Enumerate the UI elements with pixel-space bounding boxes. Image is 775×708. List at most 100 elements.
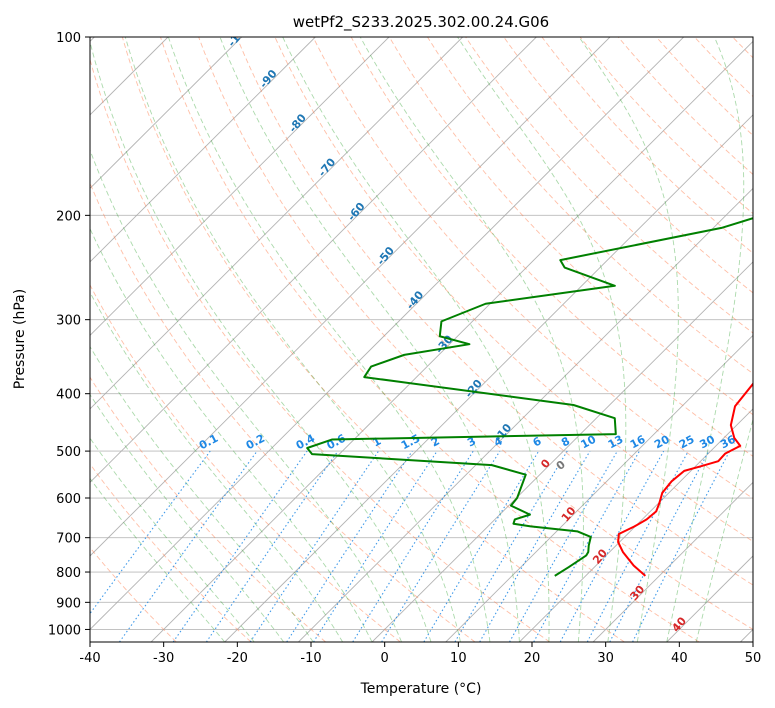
dry-adiabat-line [90,57,551,642]
dry-adiabat-line [90,284,401,642]
moist-adiabat-line [167,37,491,642]
moist-adiabat-line [90,437,255,642]
dry-adiabat-line [312,37,753,500]
x-tick-label: 30 [597,651,614,666]
y-tick-label: 600 [56,492,81,507]
dewpoint-profile-line [306,217,753,577]
mixing-ratio-line [559,450,665,642]
temperature-profile-line [617,382,753,577]
moist-adiabat-line [282,37,550,642]
isotherm-line [90,37,316,263]
isotherm-line [592,481,753,642]
moist-adiabat-line [90,477,226,642]
moist-adiabat-line [695,417,753,642]
y-tick-label: 900 [56,596,81,611]
y-axis-label: Pressure (hPa) [12,289,28,389]
x-tick-label: 40 [671,651,688,666]
moist-adiabat-line [90,345,314,642]
isotherm-line [90,37,243,190]
plot-frame [89,36,754,643]
dry-adiabat-line [655,37,753,136]
x-tick-label: 20 [524,651,541,666]
mixing-ratio-label: 0.4 [294,432,318,453]
mixing-ratio-line [381,450,501,642]
mixing-ratio-lines [90,450,731,642]
x-tick-label: 0 [381,651,389,666]
mixing-ratio-label: 30 [697,433,717,452]
dry-adiabat-line [427,37,753,375]
mixing-ratio-line [90,450,211,615]
moist-adiabat-line [90,148,402,642]
dry-adiabat-label: -90 [257,67,280,91]
isotherm-line [90,37,390,337]
isotherm-line [371,261,753,642]
mixing-ratio-line [205,450,339,642]
x-tick-label: 50 [745,651,762,666]
moist-adiabat-label: 0 [554,458,568,473]
dry-adiabat-label: -50 [374,244,397,268]
dry-adiabat-line [198,37,753,630]
dry-adiabat-label: -80 [286,111,309,135]
y-tick-label: 500 [56,445,81,460]
isotherm-line [224,114,753,642]
mixing-ratio-label: 20 [652,433,672,452]
mixing-ratio-label: 16 [628,433,648,452]
moist-adiabat-line [90,227,373,642]
moist-adiabat-line [90,393,285,642]
dry-adiabat-line [732,37,753,59]
moist-adiabat-line [219,37,520,642]
x-tick-label: -20 [227,651,248,666]
dry-adiabat-label: 10 [559,504,579,524]
isotherm-line [90,37,464,410]
dry-adiabat-line [236,37,753,586]
dry-adiabat-line [350,37,753,457]
x-axis-label: Temperature (°C) [360,681,482,697]
plot-area: 0.1 0.2 0.4 0.6 1 1.5 2 3 4 6 8 10 13 16 20 25 30 36-100-… [90,20,753,642]
mixing-ratio-line [172,450,308,642]
y-tick-label: 200 [56,209,81,224]
dry-adiabat-line [90,181,476,642]
moist-adiabat-line [359,37,584,642]
moist-adiabat-line [578,37,679,642]
isotherms [90,37,753,642]
dry-adiabat-line [694,37,753,98]
isotherm-line [445,334,753,642]
mixing-ratio-line [119,450,258,642]
dry-adiabat-label: -100 [225,20,253,50]
dry-adiabats [90,37,753,642]
moist-adiabat-line [457,37,627,642]
mixing-ratio-line [509,450,618,642]
dry-adiabat-label: -30 [433,332,456,356]
dry-adiabat-line [503,37,753,294]
y-tick-label: 300 [56,314,81,329]
dry-adiabat-line [617,37,753,176]
dry-adiabat-line [274,37,753,542]
x-tick-label: -10 [300,651,321,666]
dry-adiabat-line [388,37,753,416]
y-tick-label: 800 [56,566,81,581]
mixing-ratio-label: 1 [370,434,383,449]
moist-adiabat-line [124,37,461,642]
isotherm-line [90,37,611,557]
mixing-ratio-line [423,450,540,642]
dry-adiabat-line [121,37,625,642]
plot-border [89,36,754,643]
dry-adiabat-line [90,376,326,642]
isobars [90,37,753,630]
moist-adiabat-line [666,37,745,642]
dry-adiabat-line [90,463,252,642]
dry-adiabat-line [579,37,753,215]
mixing-ratio-label: 10 [579,433,599,452]
isotherm-line [666,555,753,642]
x-axis: -40 -30 -20 -10 0 10 20 30 40 50 [79,642,761,666]
y-tick-label: 1000 [48,623,81,638]
dry-adiabat-label: -60 [345,200,368,224]
mixing-ratio-line [454,450,568,642]
x-tick-label: -40 [79,651,100,666]
moist-adiabats [90,37,753,642]
y-tick-label: 400 [56,388,81,403]
mixing-ratio-label: 1.5 [399,432,422,453]
mixing-ratio-line [352,450,474,642]
dry-adiabat-label: 20 [590,546,610,566]
